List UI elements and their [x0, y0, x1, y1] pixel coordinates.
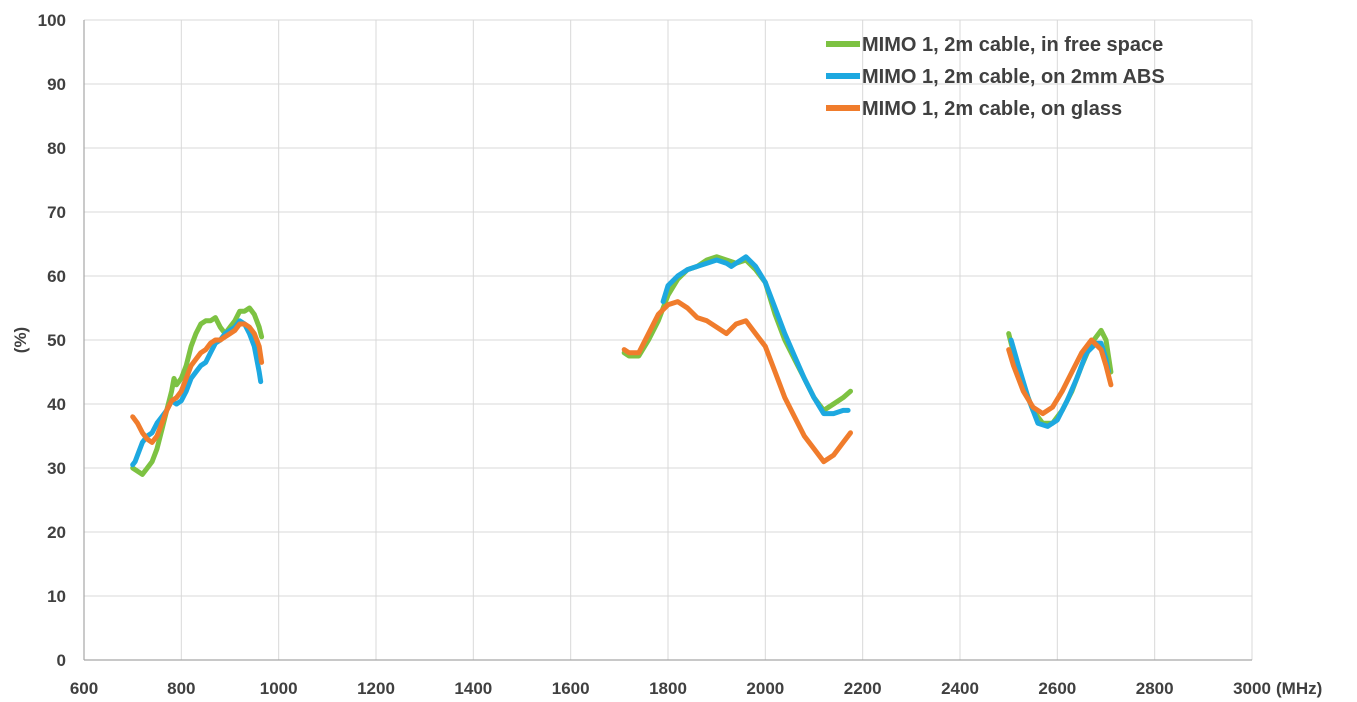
- legend-label: MIMO 1, 2m cable, in free space: [862, 34, 1163, 56]
- y-axis-label: (%): [11, 327, 30, 353]
- x-axis-unit-label: (MHz): [1276, 679, 1322, 698]
- y-tick-label: 30: [47, 459, 66, 478]
- x-tick-label: 2000: [746, 679, 784, 698]
- y-tick-label: 100: [38, 11, 66, 30]
- y-tick-label: 70: [47, 203, 66, 222]
- x-tick-label: 2800: [1136, 679, 1174, 698]
- x-tick-label: 2600: [1038, 679, 1076, 698]
- x-tick-label: 800: [167, 679, 195, 698]
- y-tick-label: 50: [47, 331, 66, 350]
- x-tick-label: 1600: [552, 679, 590, 698]
- series-line-1: [130, 305, 265, 477]
- y-tick-label: 40: [47, 395, 66, 414]
- y-tick-label: 90: [47, 75, 66, 94]
- legend-label: MIMO 1, 2m cable, on glass: [862, 98, 1122, 120]
- x-tick-label: 1200: [357, 679, 395, 698]
- y-tick-label: 0: [57, 651, 66, 670]
- axes: [83, 20, 1252, 661]
- x-tick-label: 3000: [1233, 679, 1271, 698]
- x-tick-label: 600: [70, 679, 98, 698]
- series-line-3: [621, 299, 853, 465]
- grid: [84, 19, 1253, 660]
- x-tick-label: 2400: [941, 679, 979, 698]
- x-tick-label: 2200: [844, 679, 882, 698]
- series-line-3: [1006, 337, 1114, 417]
- series-lines: [130, 254, 1114, 477]
- series-line-2: [660, 254, 851, 417]
- x-tick-label: 1000: [260, 679, 298, 698]
- legend: MIMO 1, 2m cable, in free space MIMO 1, 2…: [826, 34, 1165, 120]
- series-line-3: [130, 321, 265, 445]
- x-axis-ticks: 600 800 1000 1200 1400 1600 1800 2000 2200 2400 26…: [70, 679, 1271, 698]
- legend-label: MIMO 1, 2m cable, on 2mm ABS: [862, 66, 1165, 88]
- x-tick-label: 1400: [454, 679, 492, 698]
- x-tick-label: 1800: [649, 679, 687, 698]
- y-tick-label: 80: [47, 139, 66, 158]
- y-tick-label: 60: [47, 267, 66, 286]
- y-tick-label: 20: [47, 523, 66, 542]
- y-axis-ticks: 0 10 20 30 40 50 60 70 80 90 100: [38, 11, 66, 670]
- y-tick-label: 10: [47, 587, 66, 606]
